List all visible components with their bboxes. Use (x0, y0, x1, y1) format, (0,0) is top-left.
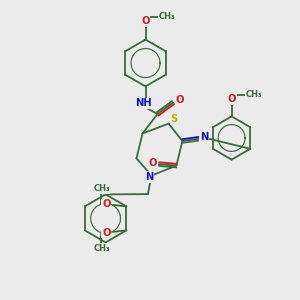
Text: S: S (170, 114, 178, 124)
Text: O: O (141, 16, 150, 26)
Text: NH: NH (135, 98, 152, 109)
Text: CH₃: CH₃ (93, 184, 110, 193)
Text: O: O (227, 94, 236, 104)
Text: O: O (149, 158, 157, 169)
Text: N: N (200, 132, 208, 142)
Text: O: O (102, 227, 110, 238)
Text: O: O (176, 94, 184, 105)
Text: O: O (102, 199, 110, 209)
Text: CH₃: CH₃ (245, 90, 262, 99)
Text: CH₃: CH₃ (93, 244, 110, 253)
Text: N: N (145, 172, 153, 182)
Text: CH₃: CH₃ (159, 12, 176, 21)
